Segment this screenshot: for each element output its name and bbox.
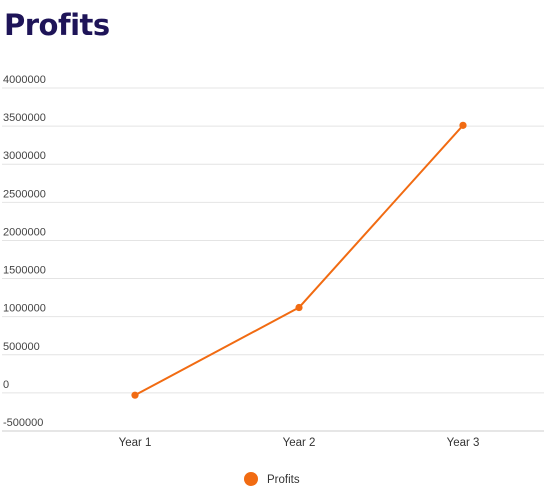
y-tick-label: 1500000	[3, 265, 46, 277]
y-tick-label: 1000000	[3, 303, 46, 315]
x-tick-label: Year 1	[119, 437, 152, 449]
y-tick-label: 500000	[3, 341, 40, 353]
data-point[interactable]	[131, 391, 139, 399]
legend[interactable]: Profits	[244, 472, 300, 486]
y-tick-label: 3000000	[3, 150, 46, 162]
legend-marker[interactable]	[244, 472, 258, 486]
x-tick-label: Year 2	[283, 437, 316, 449]
data-point[interactable]	[295, 303, 303, 312]
y-tick-label: 3500000	[3, 112, 46, 124]
legend-label[interactable]: Profits	[267, 474, 300, 486]
x-axis-tick-labels: Year 1 Year 2 Year 3	[119, 437, 480, 449]
y-axis-tick-labels: -500000 0 500000 1000000 1500000 2000000 25000…	[3, 74, 46, 429]
y-tick-label: 4000000	[3, 74, 46, 86]
series-profits	[131, 121, 467, 399]
y-tick-label: 0	[3, 379, 9, 391]
gridlines	[2, 87, 544, 432]
x-tick-label: Year 3	[447, 437, 480, 449]
y-tick-label: 2500000	[3, 188, 46, 200]
chart-title: Profits	[4, 8, 110, 42]
data-point[interactable]	[459, 121, 467, 129]
y-tick-label: -500000	[3, 417, 43, 429]
y-tick-label: 2000000	[3, 226, 46, 238]
